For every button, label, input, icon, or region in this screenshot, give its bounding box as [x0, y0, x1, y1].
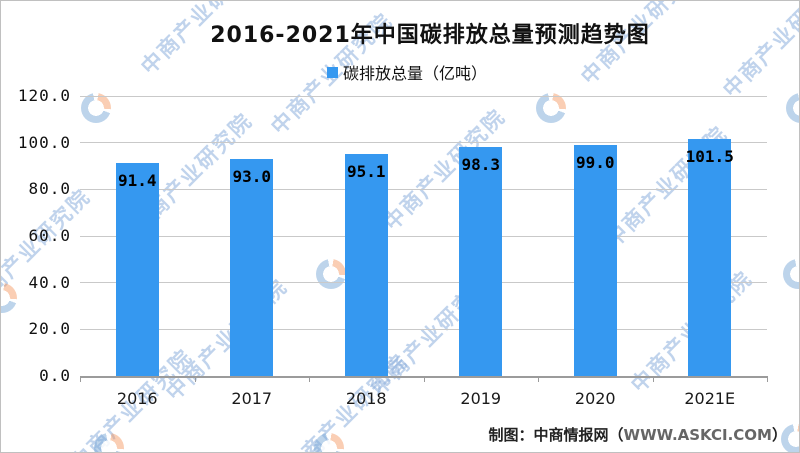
y-axis-tick-label: 60.0	[28, 226, 71, 245]
gridline	[80, 235, 767, 237]
bar	[573, 145, 617, 376]
legend-label: 碳排放总量（亿吨）	[342, 64, 487, 83]
y-axis-tick-label: 80.0	[28, 179, 71, 199]
watermark-pie-logo-icon	[783, 259, 799, 289]
y-axis-tick-label: 40.0	[28, 272, 71, 292]
gridline	[80, 95, 767, 97]
credit-url: WWW.ASKCI.COM	[623, 426, 772, 444]
x-axis-category-label: 2017	[231, 389, 273, 408]
x-axis-tick	[538, 376, 539, 382]
gridline	[80, 142, 767, 144]
x-axis-category-label: 2021E	[684, 389, 736, 408]
legend: 碳排放总量（亿吨）	[15, 61, 799, 83]
bar-value-label: 93.0	[232, 167, 272, 186]
credit-line: 制图：中商情报网（WWW.ASKCI.COM）	[489, 424, 787, 446]
x-axis-category-label: 2018	[345, 389, 387, 408]
bar-value-label: 95.1	[346, 162, 386, 182]
watermark-pie-logo-icon	[81, 93, 111, 123]
x-axis-tick	[194, 376, 196, 382]
watermark-pie-logo-icon	[781, 424, 799, 452]
watermark-pie-logo-icon	[94, 433, 124, 452]
watermark-pie-logo-icon	[314, 433, 344, 452]
bar-value-label: 91.4	[117, 170, 157, 190]
gridline	[80, 282, 767, 284]
watermark-pie-logo-icon	[316, 259, 346, 289]
watermark-pie-logo-icon	[1, 283, 17, 313]
x-axis-category-label: 2016	[116, 389, 158, 408]
x-axis-category-label: 2019	[460, 389, 502, 408]
x-axis-category-label: 2020	[574, 389, 616, 408]
y-axis-tick-label: 0.0	[39, 366, 71, 385]
x-axis-tick	[767, 376, 768, 382]
watermark-text: 中商产业研究院	[718, 0, 800, 103]
watermark-pie-logo-icon	[786, 93, 799, 123]
watermark-pie-logo-icon	[536, 93, 566, 123]
watermark-text: 中商产业研究院	[161, 274, 293, 406]
legend-marker-icon	[326, 66, 338, 78]
bar	[459, 146, 503, 376]
y-axis-tick-label: 120.0	[17, 86, 71, 105]
y-axis-tick-label: 100.0	[17, 132, 71, 152]
bar-value-label: 99.0	[575, 153, 615, 172]
chart-title: 2016-2021年中国碳排放总量预测趋势图	[210, 23, 650, 48]
x-axis-tick	[652, 376, 654, 382]
y-axis-tick-label: 20.0	[28, 319, 71, 339]
gridline	[80, 188, 767, 190]
credit-prefix: 制图：中商情报网（	[488, 426, 624, 444]
x-axis-tick	[80, 376, 81, 382]
bar-value-label: 101.5	[685, 147, 734, 167]
gridline	[80, 328, 767, 330]
bar-value-label: 98.3	[461, 154, 501, 174]
bar	[230, 159, 274, 376]
x-axis-tick	[309, 376, 310, 382]
x-axis-tick	[423, 376, 425, 382]
bar	[688, 139, 732, 376]
credit-suffix: ）	[771, 426, 787, 444]
bar	[115, 162, 159, 376]
bar	[344, 154, 388, 376]
